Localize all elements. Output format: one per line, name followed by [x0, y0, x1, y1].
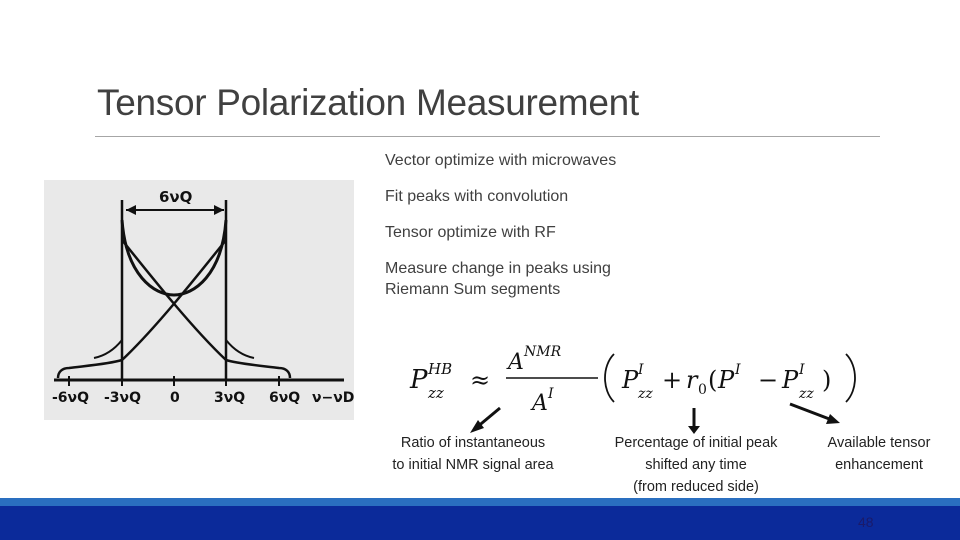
equation-symbol: I — [798, 362, 805, 378]
annotation-line: Available tensor — [827, 435, 931, 451]
percentage-annotation: Percentage of initial peak shifted any t… — [596, 432, 796, 498]
equation-symbol: ( — [708, 366, 717, 394]
nmr-lineshape-diagram: 6νQ -6νQ -3νQ 0 3νQ 6νQ ν−νD — [52, 188, 354, 406]
component-curve-b — [121, 239, 227, 361]
footer-bar — [0, 506, 960, 540]
equation-symbol: + — [662, 366, 682, 394]
left-shoulder — [93, 339, 123, 359]
annotation-line: to initial NMR signal area — [392, 457, 554, 473]
equation-symbol: I — [637, 362, 644, 378]
axis-label: 0 — [170, 390, 180, 406]
equation-symbol: ≈ — [470, 366, 490, 394]
top-dimension-label: 6νQ — [159, 188, 192, 206]
axis-label: ν−νD — [312, 390, 354, 406]
equation-symbol: P — [781, 366, 799, 394]
annotation-line: Ratio of instantaneous — [400, 435, 546, 451]
annotation-line: enhancement — [835, 457, 923, 473]
equation-graphic: P HB zz A NMR A I P I zz r 0 P I P I zz … — [409, 344, 856, 416]
annotation-line: Percentage of initial peak — [614, 435, 778, 451]
dimension-arrow-left-head — [126, 205, 136, 215]
equation-symbol: r — [686, 366, 699, 394]
bullet-item: Tensor optimize with RF — [385, 224, 556, 241]
page-number: 48 — [858, 514, 874, 530]
dimension-arrow-right-head — [214, 205, 224, 215]
equation-symbol: I — [734, 362, 741, 378]
equation-symbol: zz — [637, 386, 653, 402]
ratio-annotation: Ratio of instantaneous to initial NMR si… — [378, 432, 568, 476]
equation-symbol: − — [758, 366, 778, 394]
equation-symbol: 0 — [698, 382, 707, 398]
equation-symbol: NMR — [523, 344, 562, 360]
equation-symbol: A — [530, 391, 548, 414]
equation-symbol: zz — [427, 384, 444, 402]
left-big-paren — [604, 353, 615, 403]
equation-symbol: ) — [822, 366, 831, 394]
sum-curve — [120, 219, 228, 297]
equation-symbol: I — [547, 386, 554, 402]
equation-symbol: A — [506, 350, 524, 375]
equation-symbol: P — [717, 366, 735, 394]
annotation-line: shifted any time — [645, 457, 747, 473]
arrow-head-right — [826, 414, 840, 424]
equation-symbol: HB — [427, 360, 452, 378]
annotation-line: (from reduced side) — [633, 479, 759, 495]
enhancement-annotation: Available tensor enhancement — [812, 432, 946, 476]
axis-label: -3νQ — [104, 390, 141, 406]
bullet-item: Vector optimize with microwaves — [385, 152, 617, 169]
bullet-item: Riemann Sum segments — [385, 281, 561, 298]
bullet-item: Fit peaks with convolution — [385, 188, 569, 205]
title-divider — [95, 136, 880, 137]
equation-symbol: P — [409, 365, 428, 395]
bullet-item: Measure change in peaks using — [385, 260, 611, 277]
tensor-polarization-equation: P HB zz A NMR A I P I zz r 0 P I P I zz … — [408, 342, 868, 416]
right-big-paren — [845, 353, 856, 403]
axis-label: 6νQ — [269, 390, 300, 406]
right-wing — [225, 358, 292, 379]
left-wing — [56, 358, 123, 379]
axis-label: 3νQ — [214, 390, 245, 406]
footer-accent-band — [0, 498, 960, 506]
nmr-lineshape-figure: 6νQ -6νQ -3νQ 0 3νQ 6νQ ν−νD — [44, 180, 354, 420]
equation-symbol: zz — [798, 386, 814, 402]
equation-symbol: P — [621, 366, 639, 394]
axis-label: -6νQ — [52, 390, 89, 406]
right-shoulder — [225, 339, 255, 359]
slide-title: Tensor Polarization Measurement — [97, 82, 639, 123]
